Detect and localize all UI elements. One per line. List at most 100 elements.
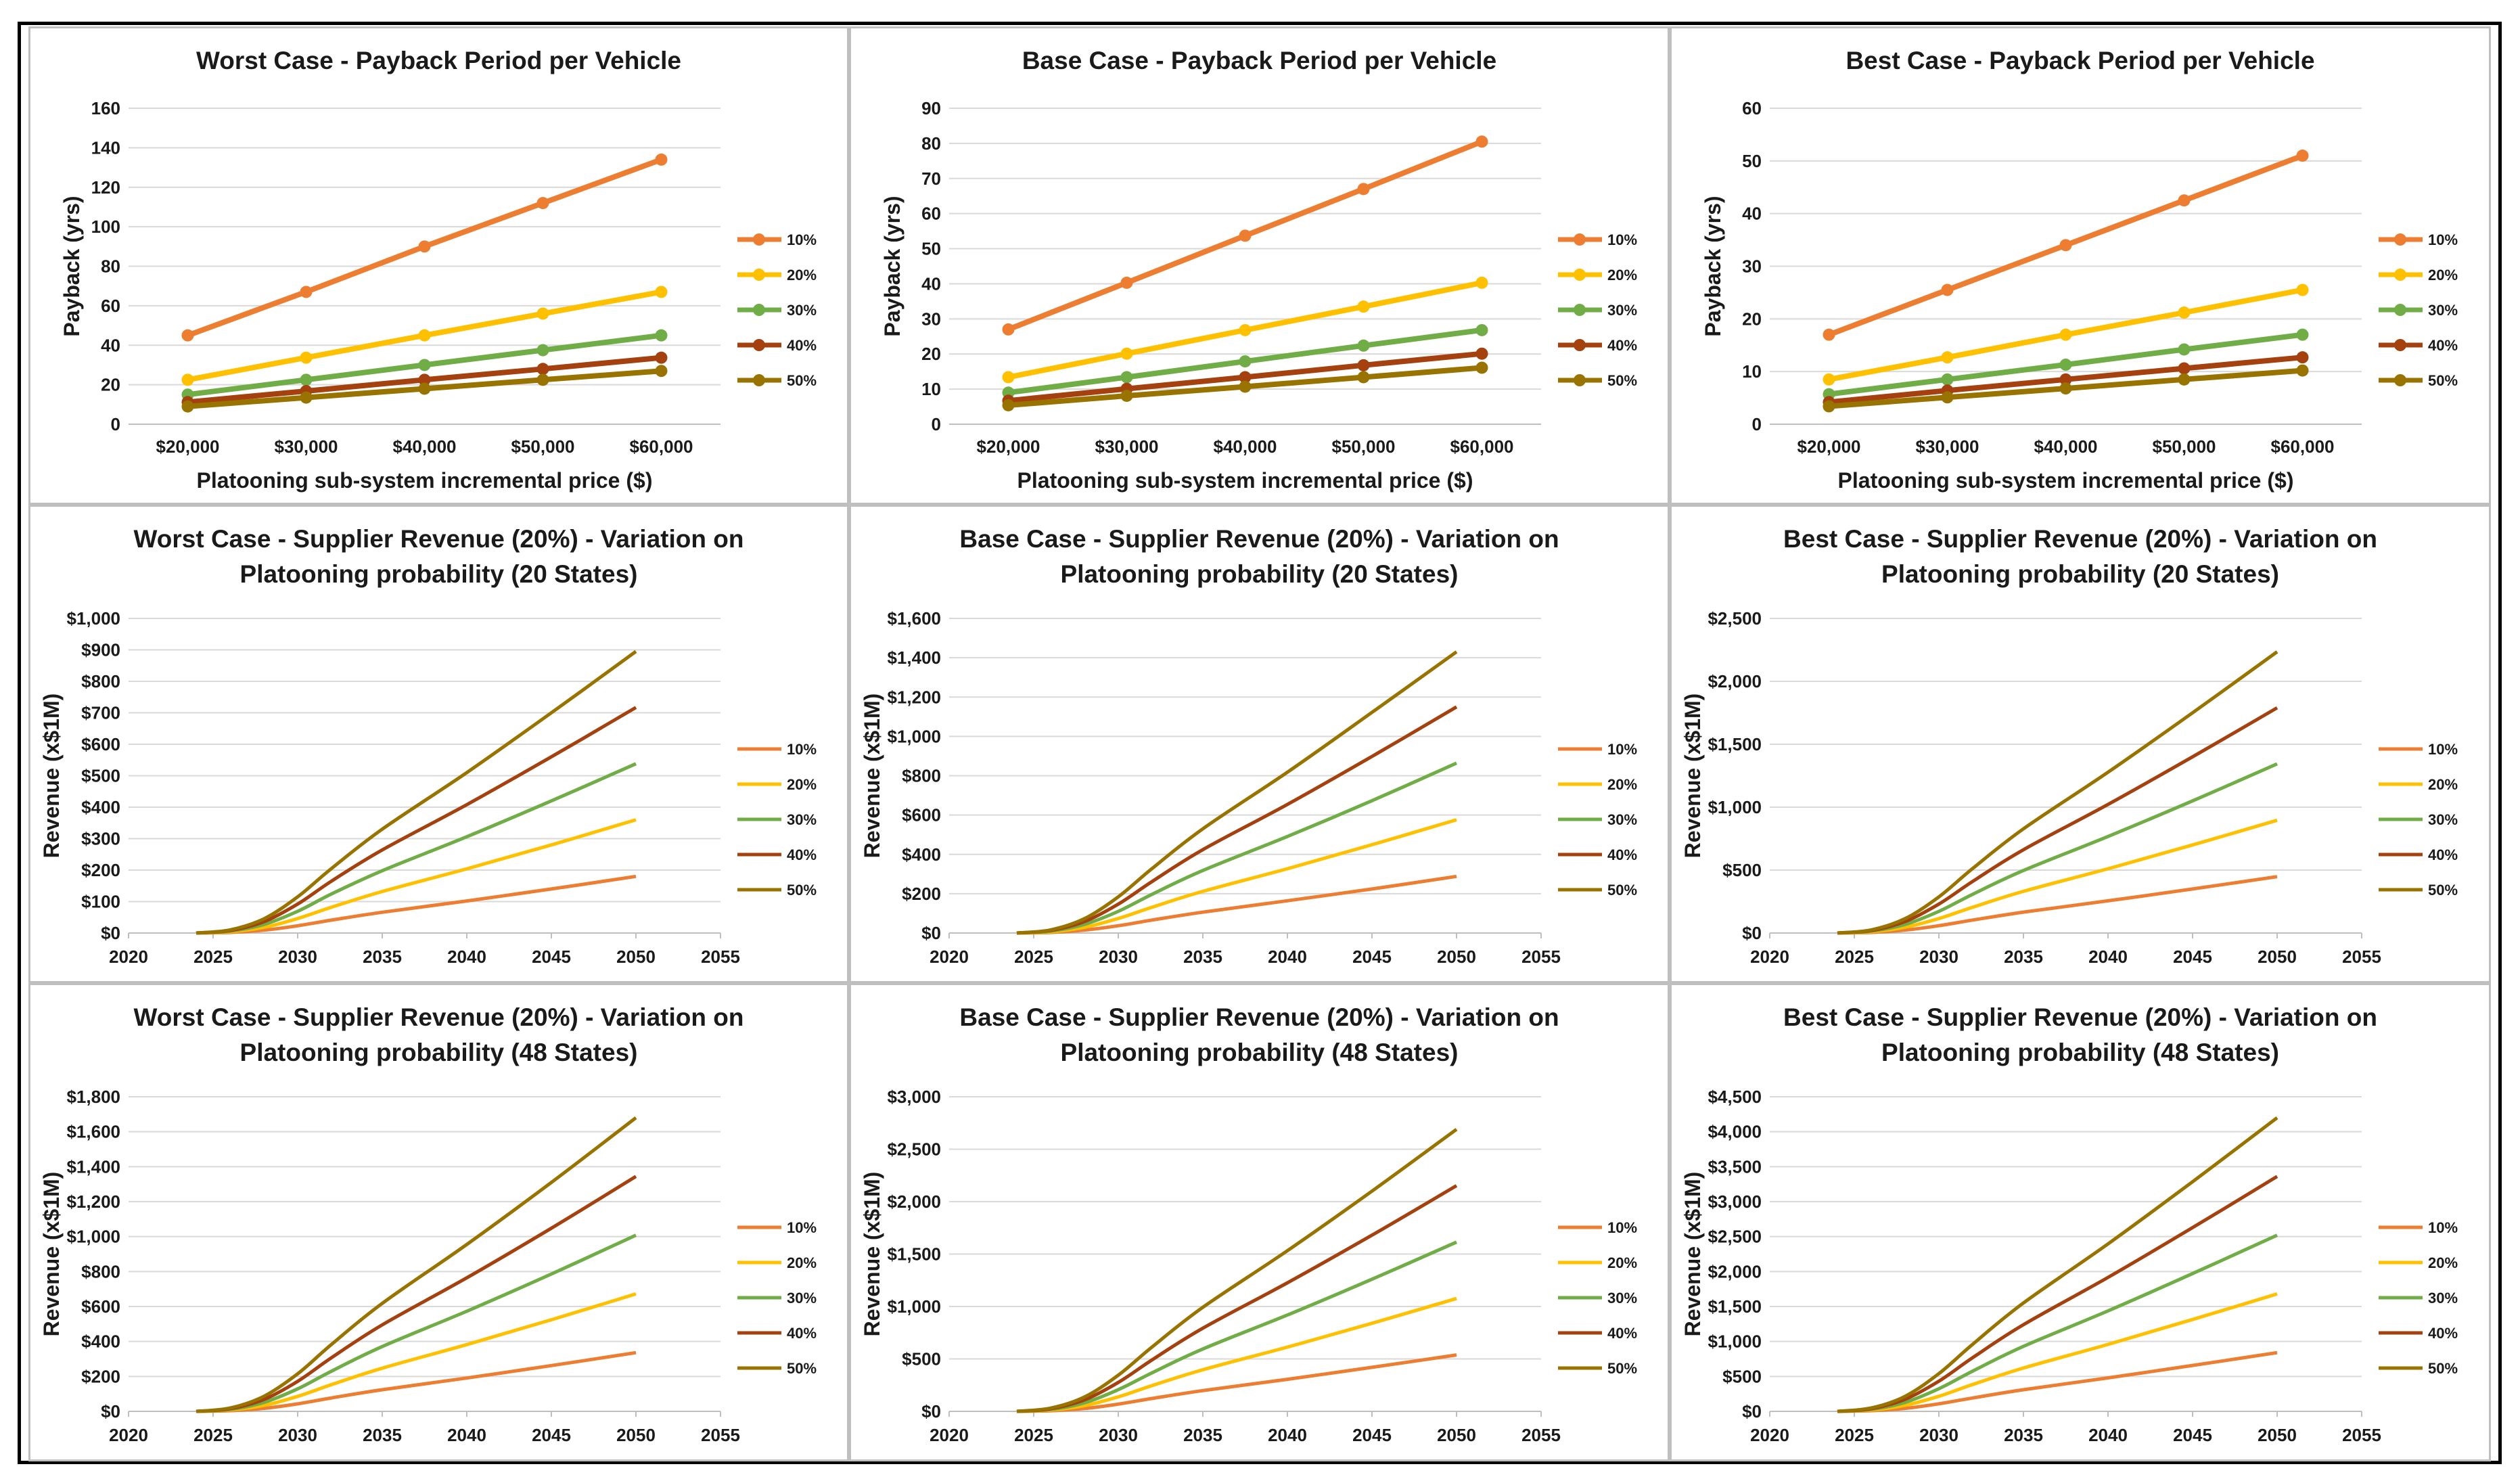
legend-label: 30% [2428,302,2458,319]
legend-label: 20% [2428,776,2458,793]
y-tick-label: $1,000 [1708,1332,1762,1352]
chart-grid: Worst Case - Payback Period per Vehicle 0… [28,26,2491,1461]
chart-title: Base Case - Payback Period per Vehicle [1022,47,1496,74]
data-point [1475,361,1488,374]
y-axis-label: Revenue (x$1M) [1680,1172,1705,1337]
legend-label: 20% [787,267,817,283]
series-line [1837,875,2278,935]
data-point [1475,323,1488,336]
series-line [1016,650,1458,935]
series-line [196,706,637,935]
y-tick-label: $1,400 [66,1156,120,1177]
x-tick-label: 2055 [701,1425,740,1445]
data-point [1239,355,1252,368]
y-tick-label: $1,500 [1708,734,1762,754]
data-point [418,373,431,386]
x-axis-label: Platooning sub-system incremental price … [1838,468,2294,493]
data-point [2296,364,2309,377]
x-tick-label: 2030 [1919,947,1958,967]
legend-label: 50% [2428,882,2458,899]
chart-title: Best Case - Supplier Revenue (20%) - Var… [1783,525,2377,553]
legend-label: 50% [787,882,817,899]
chart-title: Platooning probability (48 States) [240,1039,638,1066]
y-tick-label: 0 [932,414,941,434]
data-point [1357,359,1370,371]
y-tick-label: $200 [81,1366,120,1386]
x-tick-label: 2040 [447,1425,486,1445]
chart-title: Base Case - Supplier Revenue (20%) - Var… [959,525,1559,553]
x-tick-label: $50,000 [1332,436,1396,457]
x-tick-label: 2035 [2004,947,2043,967]
x-tick-label: 2055 [701,947,740,967]
legend-label: 10% [1607,1219,1637,1236]
y-tick-label: $2,500 [1708,608,1762,629]
data-point [1120,276,1133,289]
data-point [1002,323,1015,336]
data-point [1120,371,1133,384]
x-tick-label: 2050 [1437,1425,1476,1445]
x-tick-label: 2050 [616,1425,656,1445]
chart-title: Worst Case - Supplier Revenue (20%) - Va… [134,1003,744,1031]
x-tick-label: $30,000 [1095,436,1159,457]
y-tick-label: 30 [921,309,941,329]
series-line [1016,705,1458,935]
data-point [1941,373,1954,386]
legend-label: 20% [1607,1254,1637,1271]
y-tick-label: $1,800 [66,1087,120,1107]
y-tick-label: 20 [101,375,120,395]
legend-label: 30% [1607,302,1637,319]
data-point [300,351,313,364]
data-point [536,307,549,320]
data-point [1357,371,1370,384]
y-tick-label: $400 [81,1332,120,1352]
x-tick-label: 2050 [2258,947,2297,967]
legend-marker [1574,304,1586,316]
y-tick-label: 10 [921,379,941,399]
legend-label: 20% [1607,776,1637,793]
legend-label: 30% [787,1290,817,1306]
y-tick-label: $1,000 [887,726,941,746]
y-tick-label: $500 [902,1349,941,1369]
legend-marker [1574,374,1586,386]
y-tick-label: 50 [921,239,941,259]
x-tick-label: 2020 [1750,947,1789,967]
legend-marker [1574,233,1586,246]
y-axis-label: Payback (yrs) [880,196,904,336]
legend-label: 30% [2428,1290,2458,1306]
chart-title: Base Case - Supplier Revenue (20%) - Var… [959,1003,1559,1031]
x-tick-label: 2045 [1352,1425,1392,1445]
y-tick-label: $2,500 [887,1139,941,1160]
legend-label: 40% [2428,1325,2458,1342]
data-point [536,363,549,376]
x-tick-label: 2020 [930,1425,969,1445]
data-point [2178,343,2191,356]
chart-title: Best Case - Payback Period per Vehicle [1846,47,2314,74]
y-tick-label: 0 [1752,414,1762,434]
data-point [1357,300,1370,313]
x-tick-label: $20,000 [977,436,1040,457]
y-tick-label: $600 [902,805,941,825]
y-tick-label: 100 [91,217,120,237]
y-tick-label: $4,500 [1708,1087,1762,1107]
panel-base-revenue-48-states: Base Case - Supplier Revenue (20%) - Var… [849,983,1670,1461]
chart-title: Platooning probability (20 States) [1881,560,2279,588]
y-tick-label: $1,400 [887,647,941,668]
y-tick-label: $0 [921,1401,941,1422]
y-tick-label: $200 [81,860,120,880]
legend-label: 10% [787,1219,817,1236]
panel-worst-payback: Worst Case - Payback Period per Vehicle 0… [28,26,849,505]
y-tick-label: $0 [1742,923,1762,943]
y-axis-label: Payback (yrs) [60,196,84,336]
y-tick-label: 40 [1742,204,1762,224]
y-tick-label: 120 [91,177,120,198]
legend-label: 20% [2428,1254,2458,1271]
data-point [418,382,431,395]
x-tick-label: 2045 [1352,947,1392,967]
x-tick-label: 2025 [1835,1425,1874,1445]
y-tick-label: $1,500 [887,1244,941,1265]
x-tick-label: 2045 [2173,947,2212,967]
x-tick-label: 2055 [1521,947,1561,967]
series-line [1016,1296,1457,1413]
y-tick-label: 10 [1742,361,1762,382]
legend-marker [753,374,765,386]
